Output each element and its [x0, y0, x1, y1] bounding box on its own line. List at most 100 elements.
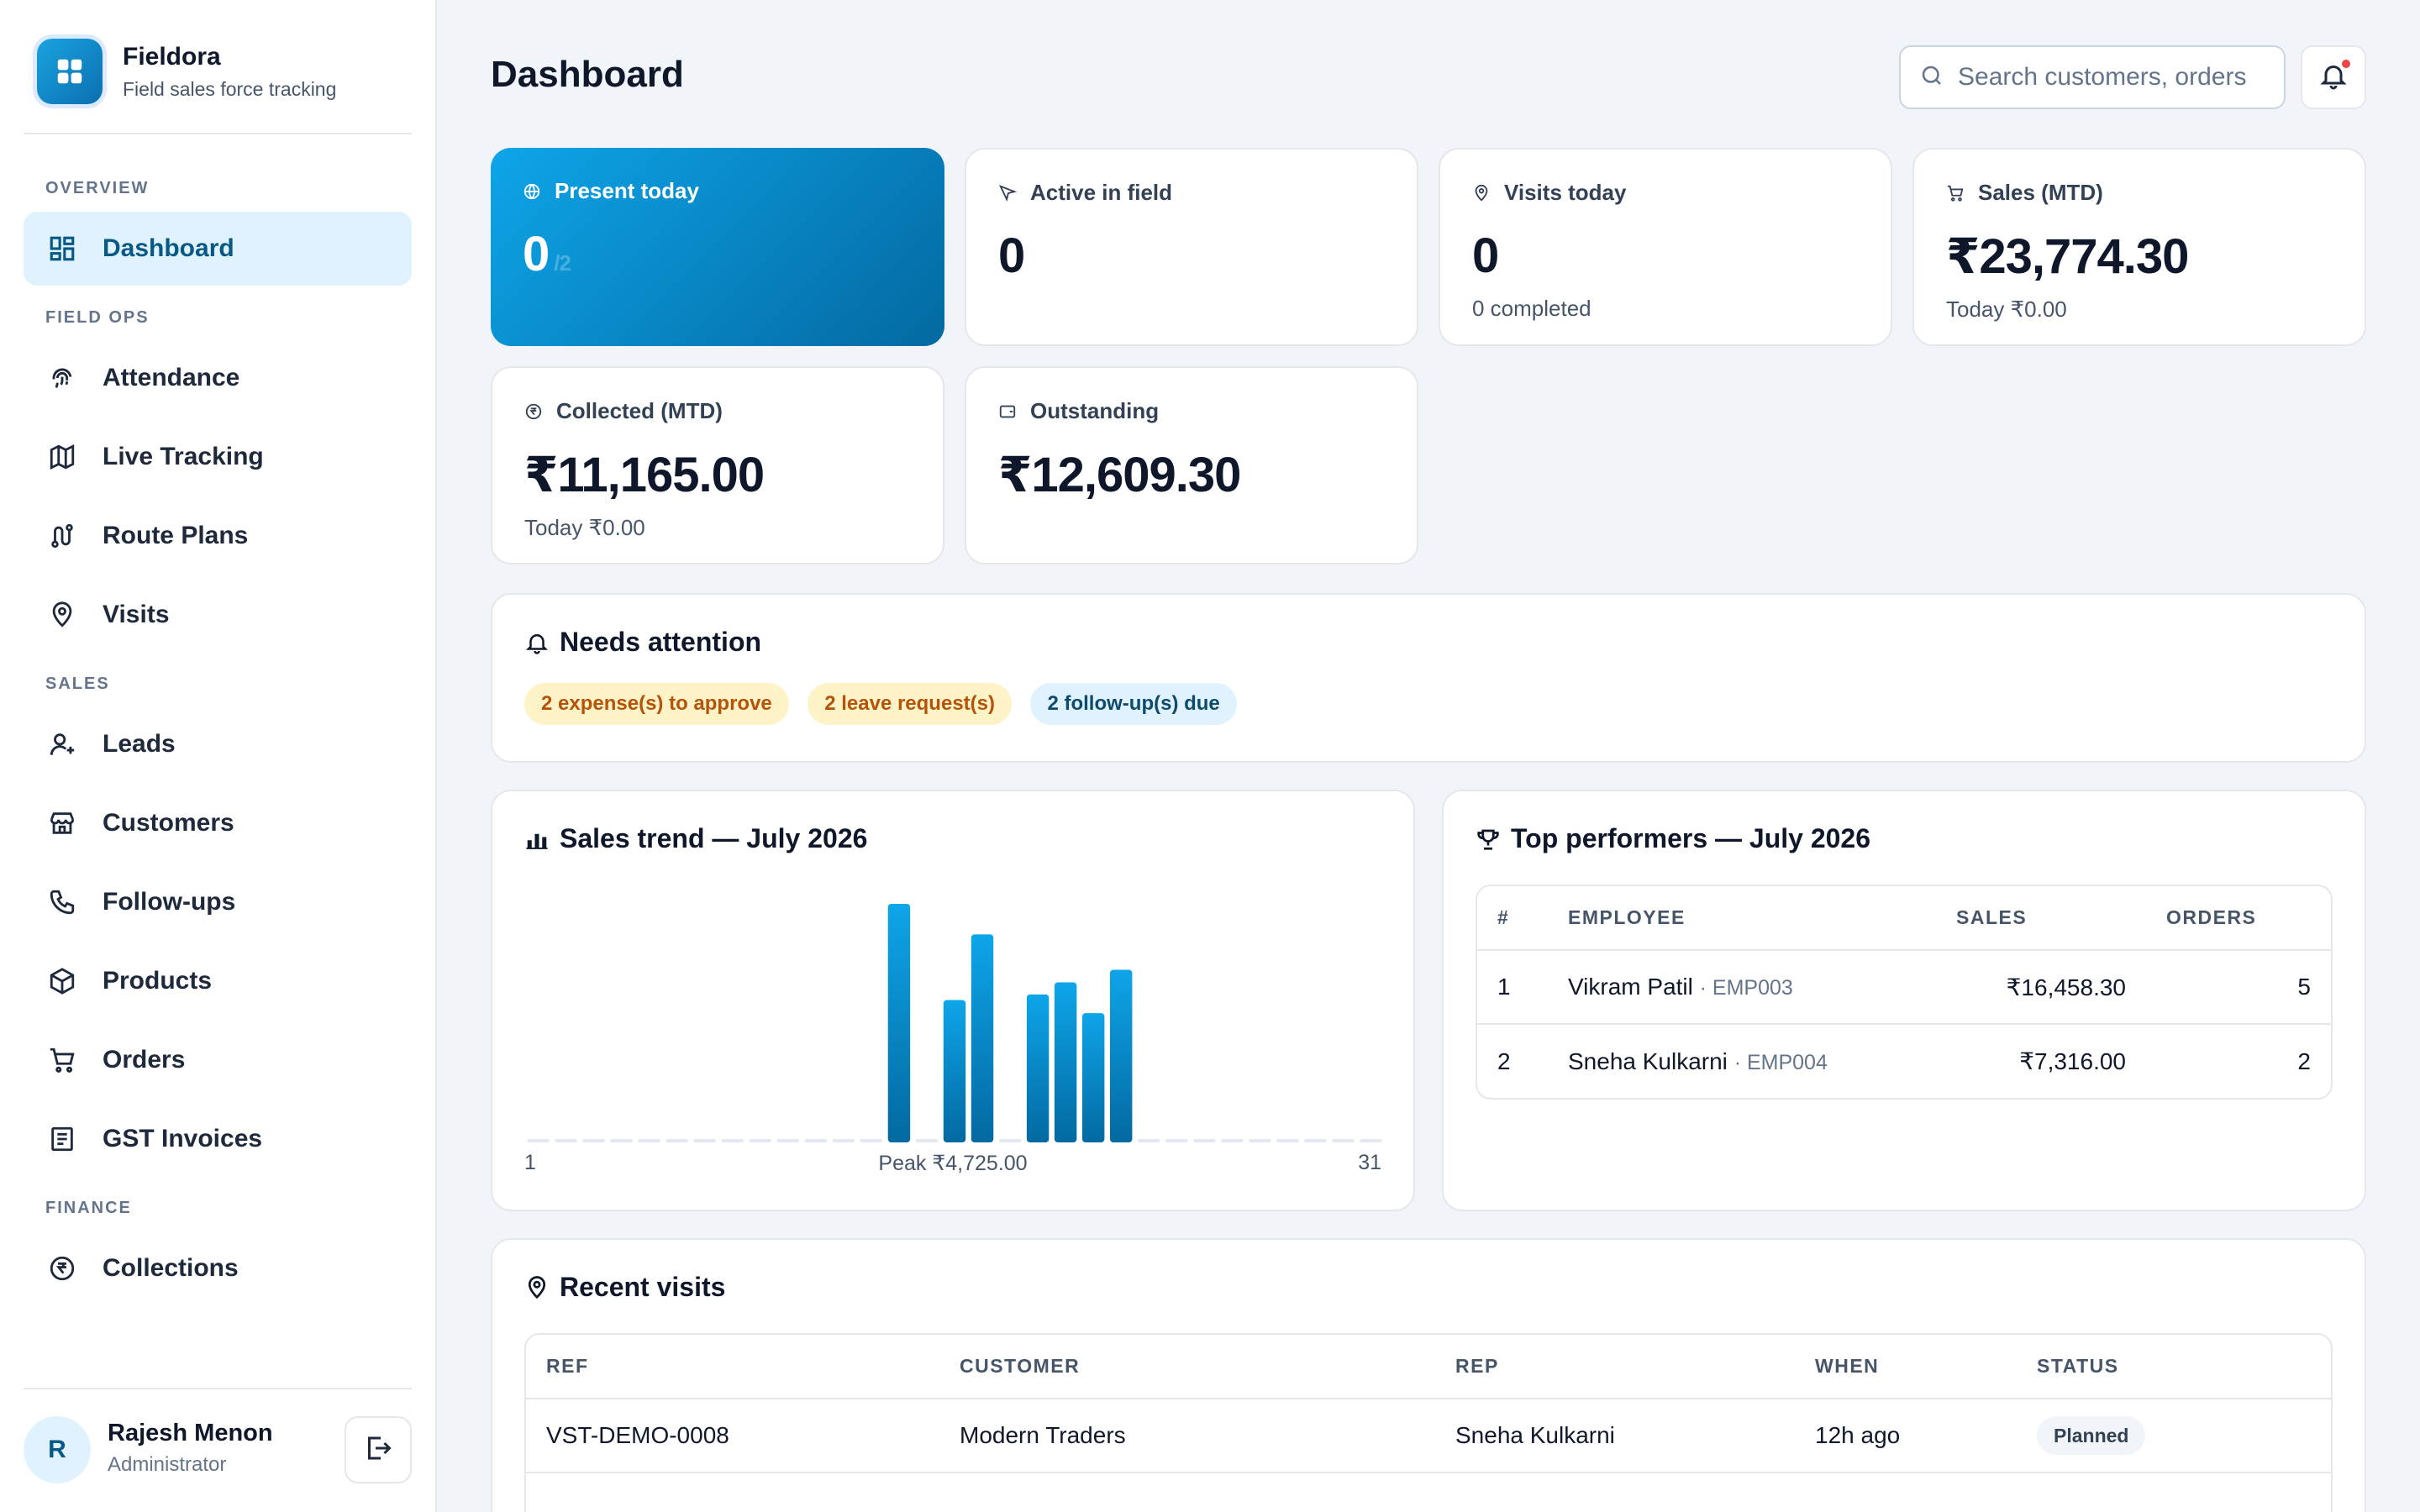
leave-requests-pill[interactable]: 2 leave request(s): [808, 683, 1012, 725]
kpi-visits-today[interactable]: Visits today 0 0 completed: [1439, 148, 1892, 346]
chart-bar-day-23[interactable]: [1138, 1139, 1160, 1142]
kpi-present-today[interactable]: Present today 0/2: [491, 148, 944, 346]
top-performers-panel: Top performers — July 2026 # EMPLOYEE SA…: [1442, 790, 2366, 1211]
cart-icon: [45, 1043, 79, 1077]
sidebar-item-label: Orders: [103, 1046, 186, 1074]
chart-bar-day-24[interactable]: [1165, 1139, 1188, 1142]
trophy-icon: [1476, 827, 1501, 852]
chart-bar-day-10[interactable]: [776, 1139, 800, 1142]
chart-bar-day-30[interactable]: [1332, 1139, 1355, 1142]
chart-bar-day-2[interactable]: [555, 1139, 577, 1142]
visit-ref: VST-DEMO-0008: [526, 1399, 939, 1473]
chart-bar-day-9[interactable]: [749, 1139, 771, 1142]
chart-bar-day-3[interactable]: [582, 1139, 605, 1142]
kpi-outstanding[interactable]: Outstanding ₹12,609.30: [965, 366, 1418, 564]
avatar[interactable]: R: [24, 1416, 91, 1483]
store-icon: [45, 806, 79, 840]
chart-bar-day-6[interactable]: [666, 1139, 688, 1142]
kpi-collected-mtd[interactable]: Collected (MTD) ₹11,165.00 Today ₹0.00: [491, 366, 944, 564]
chart-bar-day-25[interactable]: [1193, 1139, 1216, 1142]
bar-chart-icon: [524, 827, 550, 852]
chart-bar-day-28[interactable]: [1276, 1139, 1299, 1142]
column-header: REF: [526, 1335, 939, 1399]
chart-bar-day-29[interactable]: [1304, 1139, 1327, 1142]
kpi-value-suffix: /2: [554, 250, 571, 276]
map-pin-icon: [1472, 183, 1492, 203]
logout-icon: [363, 1433, 393, 1467]
rank-cell: 1: [1477, 950, 1548, 1025]
sidebar-item-label: Products: [103, 967, 213, 995]
sidebar-item-label: Live Tracking: [103, 443, 264, 470]
bell-icon: [2318, 60, 2349, 95]
kpi-sales-mtd[interactable]: Sales (MTD) ₹23,774.30 Today ₹0.00: [1912, 148, 2366, 346]
chart-bar-day-19[interactable]: [1026, 994, 1050, 1142]
sidebar-item-gst-invoices[interactable]: GST Invoices: [24, 1102, 412, 1176]
kpi-label: Active in field: [1030, 180, 1173, 205]
kpi-label: Present today: [555, 178, 699, 203]
orders-cell: 2: [2297, 1047, 2311, 1074]
sales-trend-chart: [527, 904, 1382, 1142]
chart-bar-day-12[interactable]: [832, 1139, 855, 1142]
section-title: Top performers — July 2026: [1511, 823, 1870, 853]
sidebar-item-label: Attendance: [103, 364, 240, 391]
kpi-label: Collected (MTD): [556, 398, 723, 423]
sidebar-item-follow-ups[interactable]: Follow-ups: [24, 865, 412, 939]
sidebar-item-leads[interactable]: Leads: [24, 707, 412, 781]
sidebar-item-collections[interactable]: Collections: [24, 1231, 412, 1305]
chart-bar-day-5[interactable]: [638, 1139, 660, 1142]
recent-visits-table: REF CUSTOMER REP WHEN STATUS VST-DEMO-00…: [524, 1333, 2333, 1512]
expense-approval-pill[interactable]: 2 expense(s) to approve: [524, 683, 789, 725]
chart-bar-day-16[interactable]: [943, 1000, 966, 1142]
chart-bar-day-13[interactable]: [860, 1139, 883, 1142]
chart-bar-day-20[interactable]: [1054, 982, 1077, 1142]
brand[interactable]: Fieldora Field sales force tracking: [37, 39, 336, 104]
wallet-icon: [998, 402, 1018, 422]
sidebar-item-customers[interactable]: Customers: [24, 786, 412, 860]
sidebar-item-route-plans[interactable]: Route Plans: [24, 499, 412, 573]
route-icon: [45, 519, 79, 553]
sales-cell: ₹7,316.00: [2019, 1048, 2126, 1074]
cart-icon: [1946, 183, 1966, 203]
chart-bar-day-4[interactable]: [610, 1139, 633, 1142]
table-row[interactable]: [526, 1473, 2331, 1512]
sidebar-item-attendance[interactable]: Attendance: [24, 341, 412, 415]
chart-bar-day-11[interactable]: [804, 1139, 828, 1142]
chart-bar-day-21[interactable]: [1081, 1013, 1105, 1142]
kpi-active-in-field[interactable]: Active in field 0: [965, 148, 1418, 346]
notifications-button[interactable]: [2301, 45, 2366, 109]
chart-bar-day-15[interactable]: [915, 1139, 939, 1142]
sidebar-item-label: Leads: [103, 730, 176, 758]
chart-bar-day-26[interactable]: [1221, 1139, 1244, 1142]
chart-bar-day-22[interactable]: [1109, 969, 1133, 1142]
chart-bar-day-1[interactable]: [527, 1139, 550, 1142]
logout-button[interactable]: [345, 1416, 412, 1483]
search-box[interactable]: [1899, 45, 2286, 109]
search-input[interactable]: [1958, 63, 2277, 92]
chart-bar-day-14[interactable]: [887, 904, 911, 1142]
nav-section-field-ops: FIELD OPS: [45, 307, 150, 327]
table-row[interactable]: 1 Vikram Patil · EMP003 ₹16,458.30 5: [1477, 950, 2331, 1025]
kpi-value: ₹23,774.30: [1946, 229, 2189, 284]
follow-ups-due-pill[interactable]: 2 follow-up(s) due: [1030, 683, 1237, 725]
sidebar-item-visits[interactable]: Visits: [24, 578, 412, 652]
search-icon: [1919, 63, 1944, 92]
sidebar-item-dashboard[interactable]: Dashboard: [24, 212, 412, 286]
chart-bar-day-27[interactable]: [1249, 1139, 1271, 1142]
chart-bar-day-7[interactable]: [693, 1139, 716, 1142]
chart-bar-day-17[interactable]: [971, 934, 994, 1142]
chart-bar-day-8[interactable]: [721, 1139, 744, 1142]
table-row[interactable]: 2 Sneha Kulkarni · EMP004 ₹7,316.00 2: [1477, 1024, 2331, 1098]
sidebar-item-live-tracking[interactable]: Live Tracking: [24, 420, 412, 494]
chart-bar-day-18[interactable]: [998, 1139, 1022, 1142]
table-row[interactable]: VST-DEMO-0008 Modern Traders Sneha Kulka…: [526, 1399, 2331, 1473]
status-badge: Planned: [2037, 1416, 2146, 1455]
fingerprint-icon: [45, 361, 79, 395]
sidebar-item-orders[interactable]: Orders: [24, 1023, 412, 1097]
sidebar-item-label: Collections: [103, 1254, 239, 1282]
kpi-sub: Today ₹0.00: [1946, 297, 2067, 322]
sidebar-item-products[interactable]: Products: [24, 944, 412, 1018]
page-title: Dashboard: [491, 54, 684, 95]
top-performers-table: # EMPLOYEE SALES ORDERS 1 Vikram Patil ·…: [1476, 885, 2333, 1100]
employee-name: Sneha Kulkarni: [1568, 1047, 1728, 1074]
chart-bar-day-31[interactable]: [1360, 1139, 1382, 1142]
